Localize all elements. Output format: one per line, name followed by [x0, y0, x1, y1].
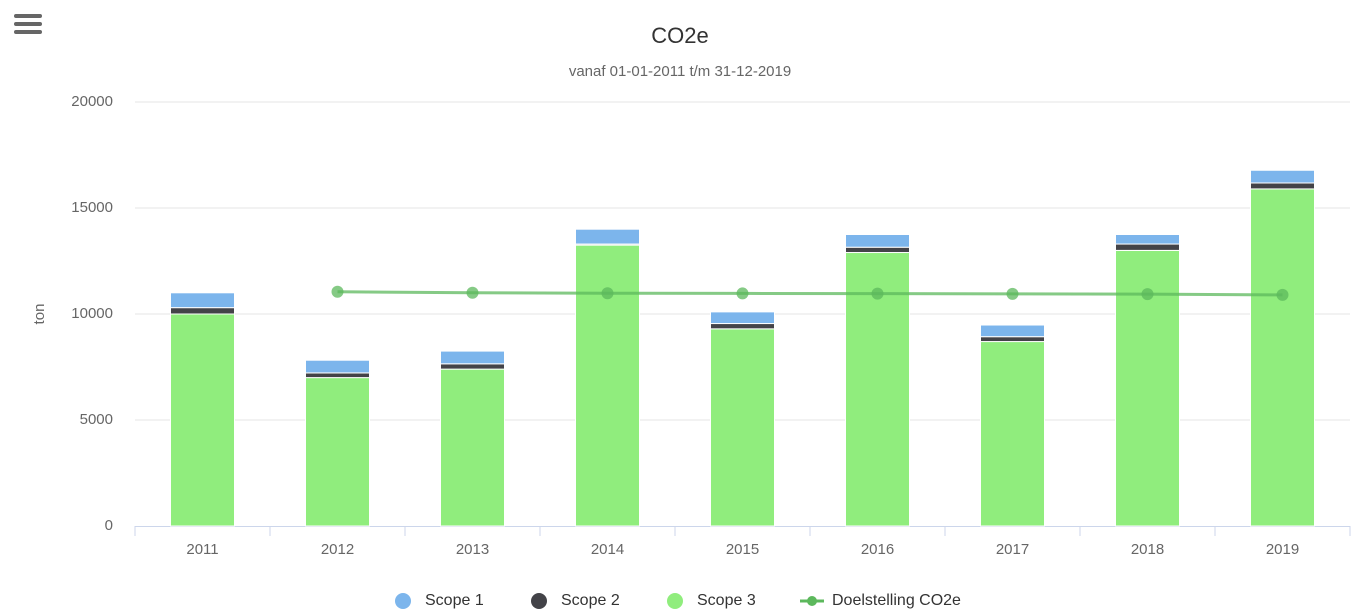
bar-segment: [710, 323, 775, 330]
y-tick-label: 10000: [71, 305, 113, 322]
x-tick-label: 2018: [1131, 541, 1164, 558]
x-tick-label: 2013: [456, 541, 489, 558]
legend-label: Doelstelling CO2e: [832, 592, 961, 609]
bar-segment: [845, 252, 910, 527]
x-tick-label: 2015: [726, 541, 759, 558]
bar-segment: [305, 372, 370, 379]
legend-label: Scope 1: [425, 592, 484, 609]
bar-segment: [305, 359, 370, 374]
bar-segment: [1250, 188, 1315, 527]
chart-subtitle: vanaf 01-01-2011 t/m 31-12-2019: [569, 63, 791, 80]
bar-segment: [170, 307, 235, 315]
menu-bar: [14, 30, 42, 34]
y-tick-label: 5000: [80, 411, 113, 428]
menu-button[interactable]: [14, 14, 42, 34]
legend-symbol: [807, 596, 817, 606]
bar-segment: [170, 313, 235, 527]
bar-segment: [1115, 243, 1180, 251]
menu-bar: [14, 14, 42, 18]
menu-bar: [14, 22, 42, 26]
bar-segment: [710, 328, 775, 527]
target-point: [871, 287, 884, 300]
target-point: [1141, 288, 1154, 301]
legend-symbol: [395, 593, 411, 609]
bar-segment: [1250, 169, 1315, 184]
bar-segment: [440, 368, 505, 527]
bar-segment: [980, 341, 1045, 527]
x-tick-label: 2016: [861, 541, 894, 558]
y-axis-title: ton: [31, 304, 48, 325]
bar-segment: [710, 311, 775, 325]
bar-segment: [845, 246, 910, 254]
bar-segment: [845, 234, 910, 248]
target-point: [466, 286, 479, 299]
legend-label: Scope 2: [561, 592, 620, 609]
bar-segment: [1115, 234, 1180, 245]
target-point: [331, 285, 344, 298]
x-tick-label: 2017: [996, 541, 1029, 558]
target-point: [736, 287, 749, 300]
chart-title: CO2e: [651, 23, 708, 48]
y-tick-label: 0: [105, 517, 113, 534]
target-line: [337, 290, 1283, 297]
x-tick-label: 2012: [321, 541, 354, 558]
target-point: [1276, 288, 1289, 301]
legend-symbol: [531, 593, 547, 609]
x-tick-label: 2014: [591, 541, 624, 558]
bar-segment: [980, 324, 1045, 338]
bar-segment: [170, 292, 235, 309]
bar-segment: [440, 363, 505, 370]
x-tick-label: 2011: [186, 541, 218, 558]
legend-label: Scope 3: [697, 592, 756, 609]
bar-segment: [305, 377, 370, 527]
target-point: [601, 287, 614, 300]
legend-symbol: [667, 593, 683, 609]
y-tick-label: 15000: [71, 199, 113, 216]
y-tick-label: 20000: [71, 93, 113, 110]
x-tick-label: 2019: [1266, 541, 1299, 558]
bar-segment: [1250, 182, 1315, 190]
bar-segment: [575, 228, 640, 245]
bar-segment: [440, 350, 505, 365]
bar-segment: [980, 336, 1045, 343]
target-point: [1006, 287, 1019, 300]
